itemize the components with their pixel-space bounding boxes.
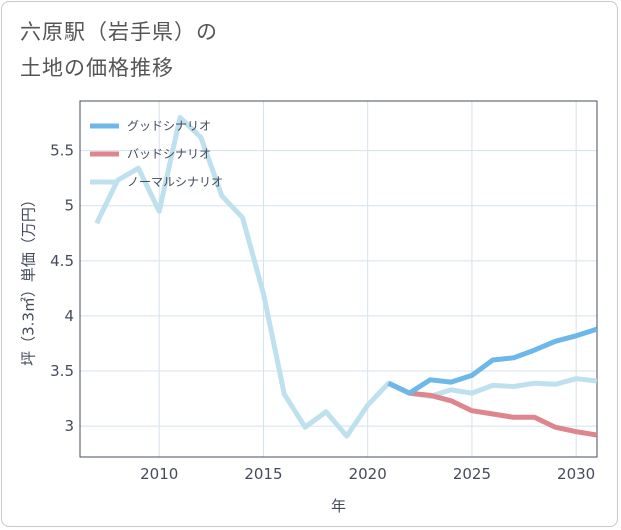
y-tick-label: 4 [64, 307, 74, 325]
series-line-good [387, 326, 597, 396]
x-tick-label: 2030 [557, 465, 595, 483]
x-tick-label: 2020 [349, 465, 387, 483]
tick-labels: 2010 2015 2020 2025 2030 3 3.5 4 4.5 5 5.5 [50, 142, 595, 483]
x-tick-label: 2025 [453, 465, 491, 483]
series-line-normal [94, 115, 597, 439]
plot-area-frame [79, 100, 598, 458]
y-tick-label: 3.5 [50, 362, 74, 380]
grid-lines [80, 101, 597, 457]
y-tick-label: 5 [64, 197, 74, 215]
legend-label-bad: バッドシナリオ [127, 147, 211, 161]
x-tick-label: 2015 [244, 465, 282, 483]
y-tick-label: 5.5 [50, 142, 74, 160]
chart-title-line-1: 六原駅（岩手県）の [20, 20, 218, 44]
x-axis-title: 年 [331, 497, 346, 515]
series-lines [94, 115, 597, 439]
chart-title-line-2: 土地の価格推移 [20, 56, 174, 80]
x-tick-label: 2010 [140, 465, 178, 483]
y-tick-label: 4.5 [50, 252, 74, 270]
y-tick-label: 3 [64, 417, 74, 435]
chart-title: 六原駅（岩手県）の 土地の価格推移 [20, 14, 218, 86]
series-line-bad [387, 380, 597, 438]
y-axis-title: 坪（3.3㎡）単価（万円） [20, 192, 38, 366]
legend-label-good: グッドシナリオ [127, 119, 211, 133]
legend-label-normal: ノーマルシナリオ [127, 175, 223, 189]
